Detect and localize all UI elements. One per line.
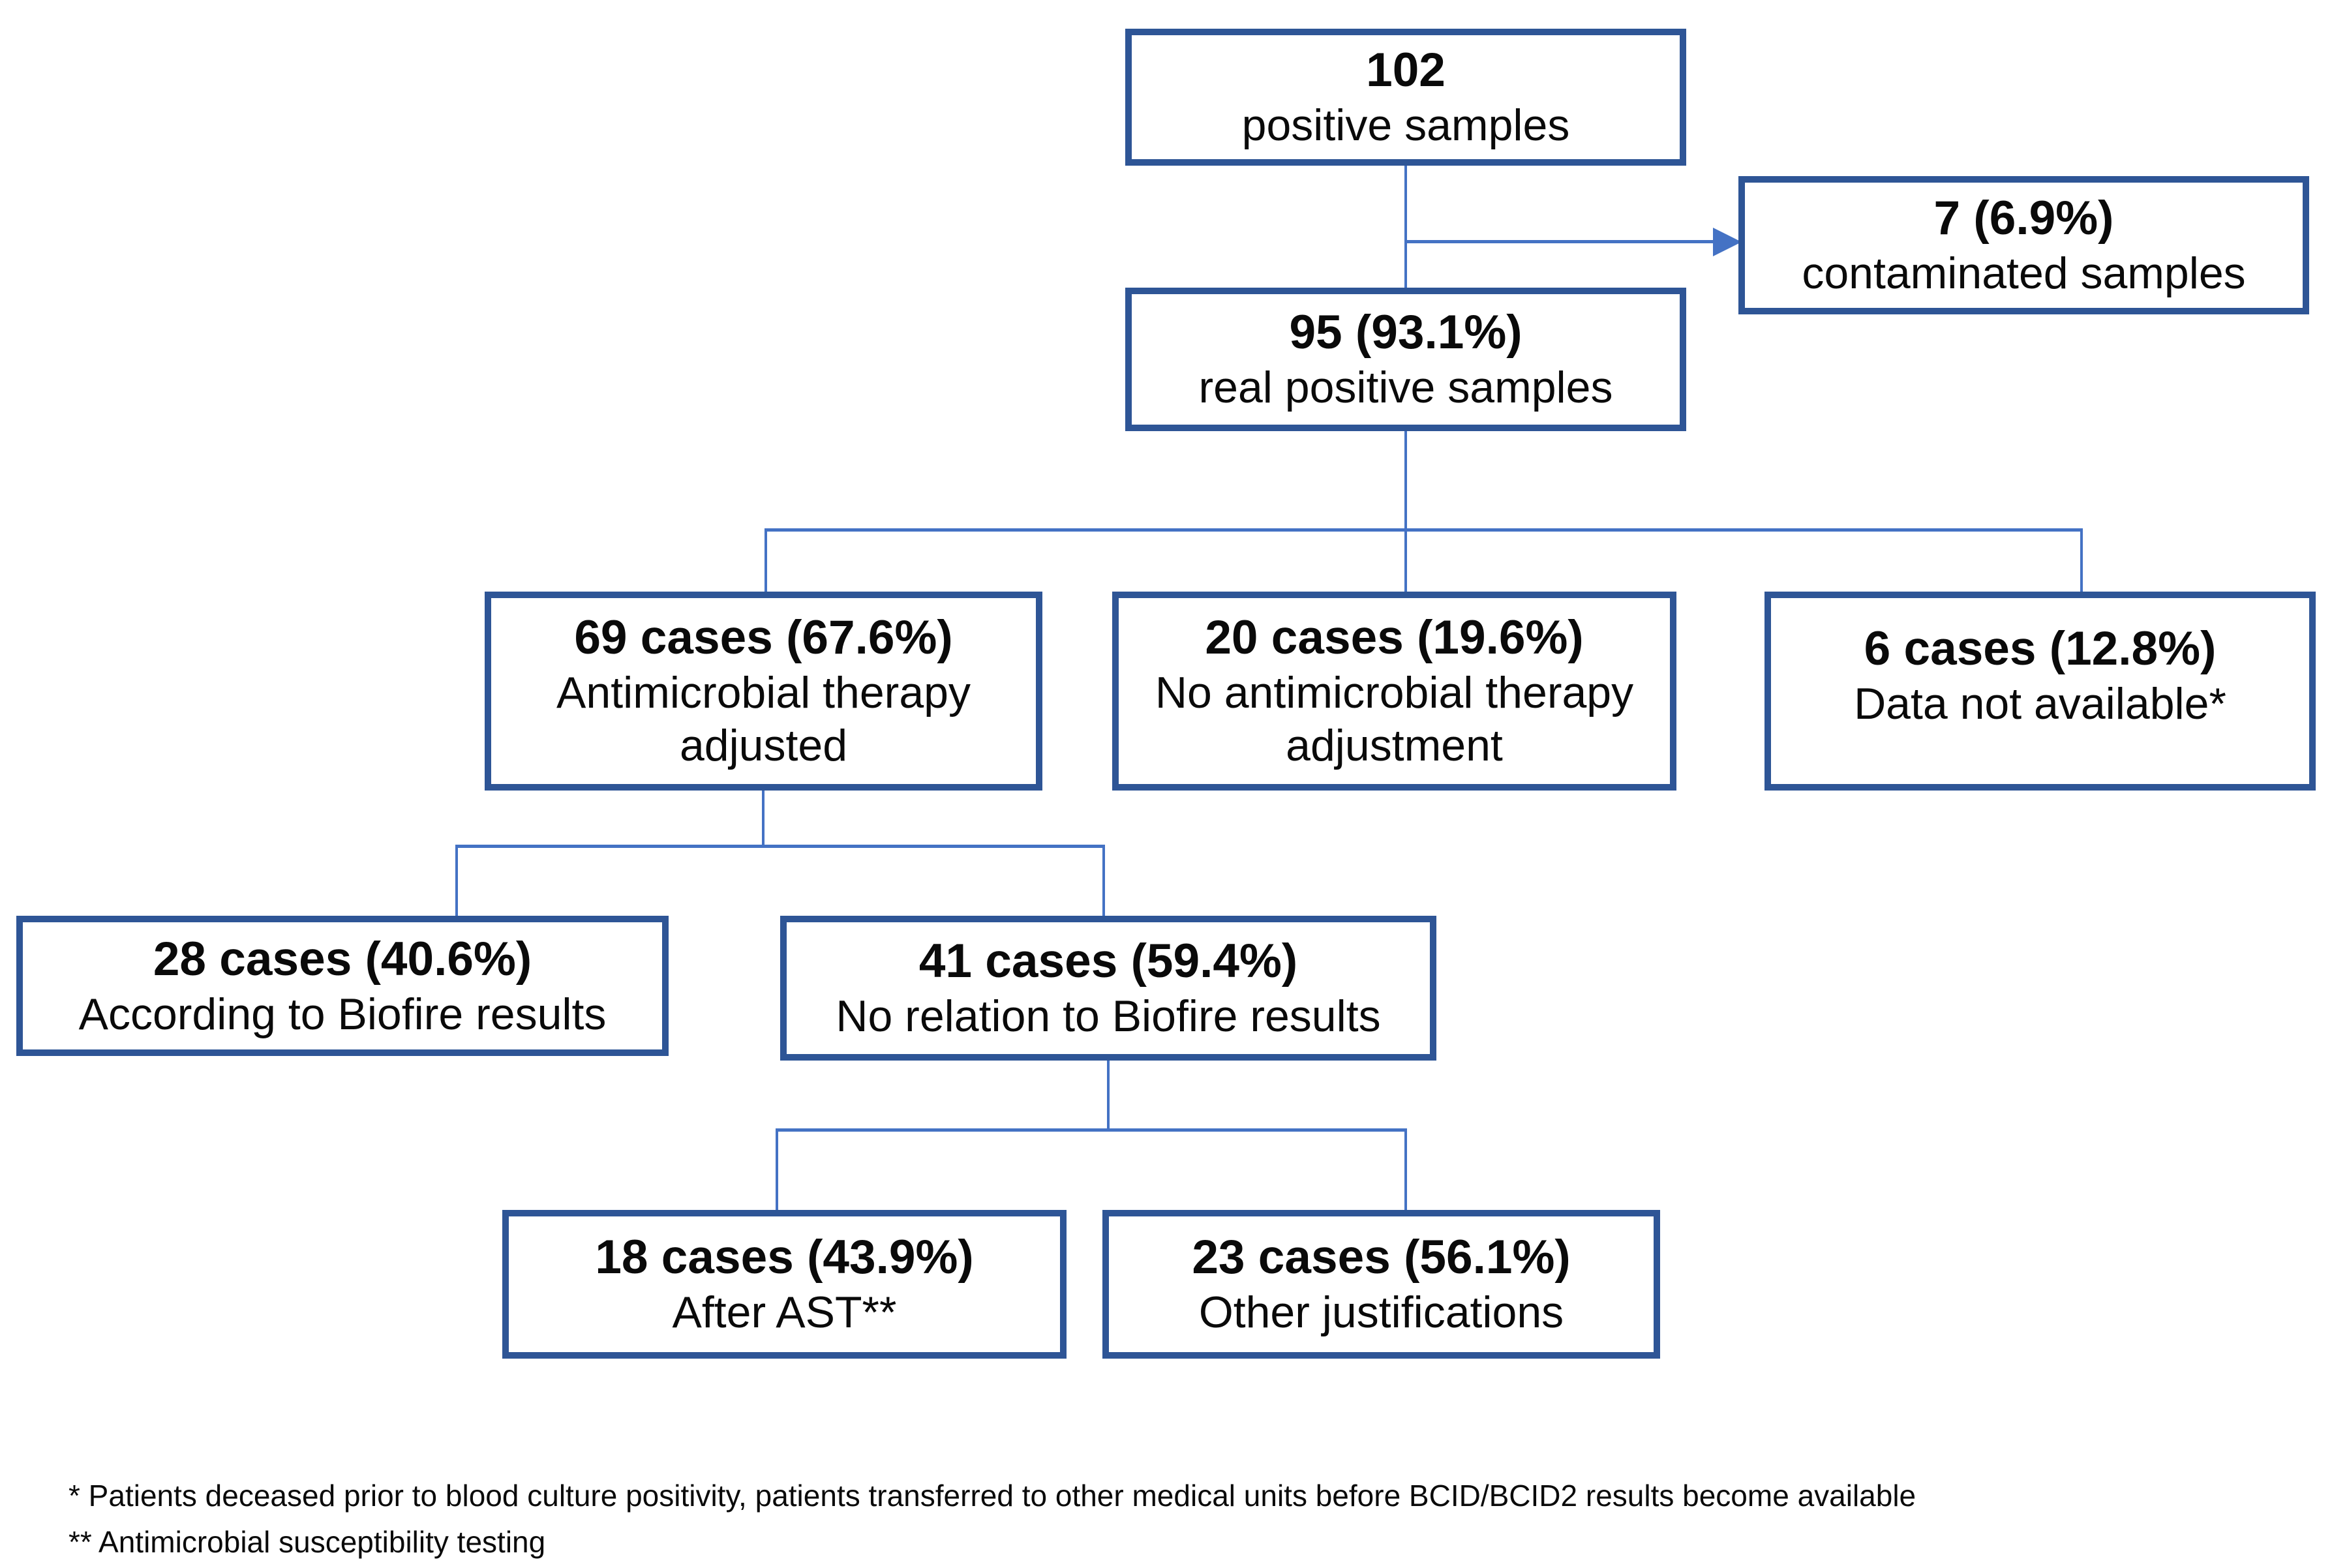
connector-drop-23 <box>1404 1128 1407 1210</box>
node-label: According to Biofire results <box>78 989 607 1039</box>
node-label: No relation to Biofire results <box>836 991 1381 1041</box>
flow-box-no-relation-biofire: 41 cases (59.4%) No relation to Biofire … <box>780 916 1436 1061</box>
node-value: 20 cases (19.6%) <box>1205 611 1584 665</box>
connector-drop-6 <box>2080 528 2083 594</box>
flow-box-no-therapy-adjustment: 20 cases (19.6%) No antimicrobial therap… <box>1112 592 1676 791</box>
connector-95-down <box>1404 429 1407 532</box>
flow-box-contaminated-samples: 7 (6.9%) contaminated samples <box>1738 176 2309 314</box>
flow-box-real-positive-samples: 95 (93.1%) real positive samples <box>1125 288 1686 431</box>
connector-41-down <box>1107 1058 1110 1131</box>
node-label: Other justifications <box>1198 1288 1564 1337</box>
footnotes: * Patients deceased prior to blood cultu… <box>68 1473 2299 1566</box>
flow-box-after-ast: 18 cases (43.9%) After AST** <box>502 1210 1067 1359</box>
footnote-asterisk: * Patients deceased prior to blood cultu… <box>68 1479 1916 1513</box>
connector-drop-69 <box>765 528 767 594</box>
node-label: positive samples <box>1241 100 1570 150</box>
connector-drop-20 <box>1404 528 1407 594</box>
connector-102-to-95 <box>1404 163 1407 290</box>
flow-box-therapy-adjusted: 69 cases (67.6%) Antimicrobial therapy a… <box>485 592 1042 791</box>
connector-69-down <box>762 788 765 848</box>
node-value: 28 cases (40.6%) <box>153 932 532 986</box>
connector-level2-bracket <box>765 528 2083 532</box>
node-label: After AST** <box>672 1288 897 1337</box>
node-label: Antimicrobial therapy adjusted <box>556 667 971 771</box>
connector-drop-18 <box>776 1128 778 1210</box>
flow-box-data-not-available: 6 cases (12.8%) Data not available* <box>1764 592 2316 791</box>
node-label: real positive samples <box>1198 363 1613 412</box>
connector-level3-bracket <box>455 845 1105 848</box>
flow-box-positive-samples: 102 positive samples <box>1125 29 1686 166</box>
node-value: 95 (93.1%) <box>1289 306 1522 359</box>
node-label: Data not available* <box>1854 678 2226 729</box>
node-label: contaminated samples <box>1802 249 2246 298</box>
node-value: 18 cases (43.9%) <box>595 1231 974 1284</box>
connector-drop-28 <box>455 845 458 918</box>
flow-box-other-justifications: 23 cases (56.1%) Other justifications <box>1102 1210 1660 1359</box>
connector-level4-bracket <box>776 1128 1407 1132</box>
node-value: 7 (6.9%) <box>1933 192 2114 245</box>
node-value: 102 <box>1366 44 1446 97</box>
node-value: 41 cases (59.4%) <box>918 935 1298 988</box>
footnote-double-asterisk: ** Antimicrobial susceptibility testing <box>68 1525 546 1560</box>
connector-arrow-line <box>1406 240 1718 243</box>
node-label: No antimicrobial therapy adjustment <box>1155 667 1634 771</box>
node-value: 6 cases (12.8%) <box>1864 622 2217 675</box>
connector-drop-41 <box>1102 845 1105 918</box>
flow-box-according-biofire: 28 cases (40.6%) According to Biofire re… <box>16 916 669 1056</box>
node-value: 69 cases (67.6%) <box>574 611 953 665</box>
arrow-right-icon <box>1713 228 1742 256</box>
node-value: 23 cases (56.1%) <box>1192 1231 1571 1284</box>
